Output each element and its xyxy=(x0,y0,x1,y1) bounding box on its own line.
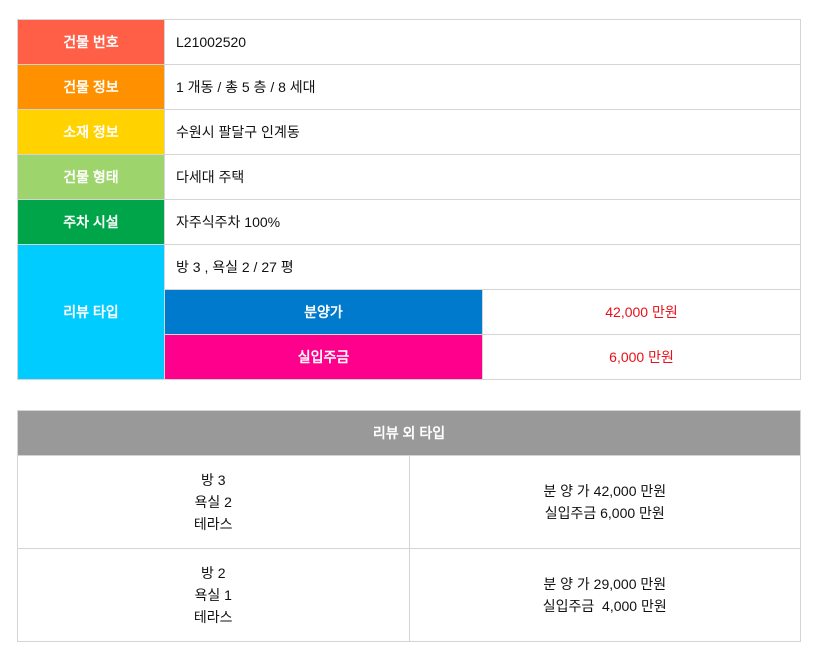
building-info-table: 건물 번호 L21002520 건물 정보 1 개동 / 총 5 층 / 8 세대 … xyxy=(17,19,801,380)
table-row: 분양가 42,000 만원 xyxy=(18,289,801,335)
value-building-info: 1 개동 / 총 5 층 / 8 세대 xyxy=(164,64,801,110)
type-spec: 방 2 욕실 1 테라스 xyxy=(17,548,410,642)
table-row: 실입주금 6,000 만원 xyxy=(18,334,801,380)
terrace: 테라스 xyxy=(193,609,233,625)
label-building-info: 건물 정보 xyxy=(17,64,165,110)
label-parking: 주차 시설 xyxy=(17,199,165,245)
table-row: 소재 정보 수원시 팔달구 인계동 xyxy=(17,109,801,155)
value-review-spec: 방 3 , 욕실 2 / 27 평 xyxy=(164,244,801,290)
type-spec: 방 3 욕실 2 테라스 xyxy=(17,455,410,549)
value-building-no: L21002520 xyxy=(164,19,801,65)
value-move-in-cost: 6,000 만원 xyxy=(482,334,801,380)
rooms: 방 2 xyxy=(200,565,226,581)
value-building-form: 다세대 주택 xyxy=(164,154,801,200)
terrace: 테라스 xyxy=(193,516,233,532)
label-move-in-cost: 실입주금 xyxy=(164,334,483,380)
value-location: 수원시 팔달구 인계동 xyxy=(164,109,801,155)
move-in-cost: 실입주금 6,000 만원 xyxy=(544,505,665,521)
label-review-type: 리뷰 타입 xyxy=(17,244,165,380)
table-row: 건물 번호 L21002520 xyxy=(17,19,801,65)
value-sale-price: 42,000 만원 xyxy=(482,289,801,335)
table-row: 리뷰 타입 방 3 , 욕실 2 / 27 평 xyxy=(17,244,801,380)
table-row: 주차 시설 자주식주차 100% xyxy=(17,199,801,245)
bathrooms: 욕실 2 xyxy=(194,494,232,510)
label-building-form: 건물 형태 xyxy=(17,154,165,200)
rooms: 방 3 xyxy=(200,472,226,488)
table-row: 건물 형태 다세대 주택 xyxy=(17,154,801,200)
table-row: 건물 정보 1 개동 / 총 5 층 / 8 세대 xyxy=(17,64,801,110)
other-types-title: 리뷰 외 타입 xyxy=(17,410,801,456)
value-parking: 자주식주차 100% xyxy=(164,199,801,245)
label-building-no: 건물 번호 xyxy=(17,19,165,65)
move-in-cost: 실입주금 4,000 만원 xyxy=(542,598,667,614)
sale-price: 분 양 가 29,000 만원 xyxy=(543,576,667,592)
sale-price: 분 양 가 42,000 만원 xyxy=(543,483,667,499)
bathrooms: 욕실 1 xyxy=(194,587,232,603)
label-location: 소재 정보 xyxy=(17,109,165,155)
label-sale-price: 분양가 xyxy=(164,289,483,335)
